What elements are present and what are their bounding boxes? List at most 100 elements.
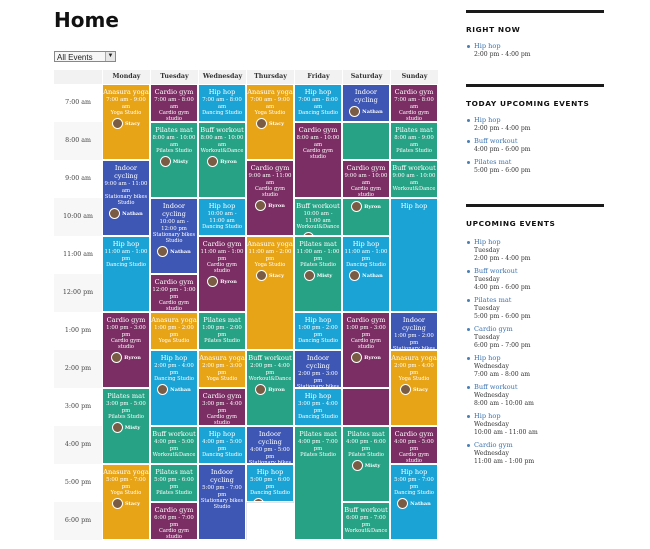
event-hours: 4:00 pm - 5:00 pm — [154, 439, 194, 452]
event-block[interactable]: Cardio gym 7:00 am - 8:00 am Cardio gym st… — [390, 84, 438, 122]
event-block[interactable]: Indoor cycling 4:00 pm - 5:00 pm Stationar… — [246, 426, 294, 464]
event-location: Workout&Dance — [344, 528, 388, 534]
event-block[interactable]: Hip hop 3:00 pm - 4:00 pm Dancing Studio — [294, 388, 342, 426]
event-block[interactable]: Buff workout 10:00 am - 11:00 am Workout&D… — [294, 198, 342, 236]
event-block[interactable]: Anasura yoga 7:00 am - 9:00 am Yoga Studio… — [102, 84, 150, 160]
event-block[interactable]: Cardio gym 7:00 am - 8:00 am Cardio gym st… — [150, 84, 198, 122]
event-title: Pilates mat — [347, 430, 385, 438]
event-block[interactable]: Hip hop 11:00 am - 1:00 pm Dancing Studio — [102, 236, 150, 312]
event-block[interactable]: Buff workout 6:00 pm - 7:00 pm Workout&Dan… — [342, 502, 390, 540]
event-link[interactable]: Cardio gym — [474, 441, 513, 449]
event-block[interactable]: Buff workout 4:00 pm - 5:00 pm Workout&Dan… — [150, 426, 198, 464]
event-block[interactable]: Pilates mat 4:00 pm - 6:00 pm Pilates Stud… — [342, 426, 390, 502]
trainer-avatar — [159, 156, 171, 167]
event-block[interactable]: Pilates mat 3:00 pm - 5:00 pm Pilates Stud… — [102, 388, 150, 464]
trainer-avatar — [111, 118, 123, 129]
event-block[interactable]: Cardio gym 9:00 am - 11:00 am Cardio gym s… — [246, 160, 294, 236]
event-trainer: Byron — [247, 200, 293, 211]
event-block[interactable]: Hip hop 4:00 pm - 5:00 pm Dancing Studio — [198, 426, 246, 464]
trainer-avatar — [111, 352, 123, 363]
event-block[interactable]: Cardio gym 12:00 pm - 1:00 pm Cardio gym s… — [150, 274, 198, 312]
event-link[interactable]: Hip hop — [474, 116, 501, 124]
event-block[interactable]: Pilates mat 1:00 pm - 2:00 pm Pilates Stud… — [198, 312, 246, 350]
bullet-icon — [467, 161, 470, 164]
event-location: Dancing Studio — [298, 414, 338, 420]
event-block[interactable] — [342, 122, 390, 160]
event-link[interactable]: Hip hop — [474, 238, 501, 246]
event-block[interactable]: Pilates mat 11:00 am - 1:00 pm Pilates Stu… — [294, 236, 342, 312]
timetable: Monday Tuesday Wednesday Thursday Friday Satu… — [54, 70, 438, 540]
event-link[interactable]: Hip hop — [474, 42, 501, 50]
time-label: 5:00 pm — [54, 464, 102, 502]
event-trainer: Byron — [199, 156, 245, 167]
trainer-avatar — [109, 208, 121, 219]
event-block[interactable]: Buff workout 8:00 am - 10:00 am Workout&Da… — [198, 122, 246, 198]
event-title: Indoor cycling — [306, 354, 330, 370]
chevron-down-icon[interactable]: ▼ — [105, 52, 115, 61]
event-link[interactable]: Hip hop — [474, 412, 501, 420]
event-location: Cardio gym studio — [111, 338, 141, 350]
event-block[interactable]: Indoor cycling Nathan — [342, 84, 390, 122]
event-block[interactable]: Cardio gym 3:00 pm - 4:00 pm Cardio gym st… — [198, 388, 246, 426]
event-block[interactable]: Pilates mat 8:00 am - 9:00 am Pilates Stud… — [390, 122, 438, 160]
event-time: 5:00 pm - 6:00 pm — [474, 167, 531, 174]
events-filter-select[interactable]: All Events ▼ — [54, 51, 116, 62]
event-location: Dancing Studio — [202, 110, 242, 116]
event-block[interactable]: Hip hop 7:00 am - 8:00 am Dancing Studio — [294, 84, 342, 122]
event-link[interactable]: Buff workout — [474, 383, 518, 391]
event-title: Buff workout — [344, 506, 388, 514]
event-time: 4:00 pm - 6:00 pm — [474, 284, 531, 291]
event-link[interactable]: Pilates mat — [474, 296, 512, 304]
event-location: Cardio gym studio — [399, 110, 429, 122]
event-block[interactable]: Pilates mat 4:00 pm - 7:00 pm Pilates Stud… — [294, 426, 342, 540]
event-block[interactable]: Hip hop 10:00 am - 11:00 am Dancing Studio — [198, 198, 246, 236]
event-block[interactable]: Anasura yoga 1:00 pm - 2:00 pm Yoga Studio — [150, 312, 198, 350]
event-location: Dancing Studio — [394, 490, 434, 496]
event-location: Pilates Studio — [156, 490, 192, 496]
event-hours: 2:00 pm - 4:00 pm — [154, 363, 194, 376]
event-title: Buff workout — [152, 430, 196, 438]
event-link[interactable]: Cardio gym — [474, 325, 513, 333]
event-block[interactable]: Hip hop — [390, 198, 438, 312]
event-location: Dancing Studio — [250, 490, 290, 496]
event-block[interactable]: Hip hop 2:00 pm - 4:00 pm Dancing Studio Na… — [150, 350, 198, 426]
event-block[interactable]: Buff workout 2:00 pm - 4:00 pm Workout&Dan… — [246, 350, 294, 426]
trainer-avatar — [303, 270, 315, 281]
event-block[interactable]: Anasura yoga 11:00 am - 2:00 pm Yoga Studi… — [246, 236, 294, 350]
event-block[interactable]: Anasura yoga 7:00 am - 9:00 am Yoga Studio… — [246, 84, 294, 160]
event-block[interactable]: Anasura yoga 2:00 pm - 3:00 pm Yoga Studio — [198, 350, 246, 388]
event-block[interactable]: Hip hop 11:00 am - 1:00 pm Dancing Studio N… — [342, 236, 390, 312]
event-block[interactable]: Pilates mat 8:00 am - 10:00 am Pilates Stu… — [150, 122, 198, 198]
event-block[interactable]: Cardio gym 1:00 pm - 3:00 pm Cardio gym st… — [102, 312, 150, 388]
event-block[interactable]: Cardio gym 4:00 pm - 5:00 pm Cardio gym st… — [390, 426, 438, 464]
event-block[interactable]: Indoor cycling 2:00 pm - 3:00 pm Stationar… — [294, 350, 342, 388]
event-trainer: Nathan — [391, 498, 437, 509]
event-title: Anasura yoga — [391, 354, 437, 362]
event-block[interactable]: Pilates mat 5:00 pm - 6:00 pm Pilates Stud… — [150, 464, 198, 502]
event-block[interactable]: Anasura yoga 5:00 pm - 7:00 pm Yoga Studio… — [102, 464, 150, 540]
event-link[interactable]: Hip hop — [474, 354, 501, 362]
event-block[interactable]: Indoor cycling 9:00 am - 11:00 am Stationa… — [102, 160, 150, 236]
event-block[interactable]: Indoor cycling 1:00 pm - 2:00 pm Stationar… — [390, 312, 438, 350]
event-block[interactable]: Indoor cycling 10:00 am - 12:00 pm Station… — [150, 198, 198, 274]
event-block[interactable]: Cardio gym 9:00 am - 10:00 am Cardio gym s… — [342, 160, 390, 198]
event-location: Cardio gym studio — [159, 110, 189, 122]
event-hours: 7:00 am - 8:00 am — [154, 97, 194, 110]
event-list-item: Buff workout Wednesday 8:00 am - 10:00 am — [466, 383, 604, 408]
event-block[interactable]: Buff workout 9:00 am - 10:00 am Workout&Da… — [390, 160, 438, 198]
event-block[interactable]: Cardio gym 1:00 pm - 3:00 pm Cardio gym st… — [342, 312, 390, 388]
event-block[interactable] — [342, 388, 390, 426]
event-block[interactable]: Byron — [342, 198, 390, 236]
event-link[interactable]: Buff workout — [474, 267, 518, 275]
event-link[interactable]: Buff workout — [474, 137, 518, 145]
event-block[interactable]: Hip hop 1:00 pm - 2:00 pm Dancing Studio — [294, 312, 342, 350]
event-block[interactable]: Cardio gym 6:00 pm - 7:00 pm Cardio gym st… — [150, 502, 198, 540]
event-block[interactable]: Cardio gym 11:00 am - 1:00 pm Cardio gym s… — [198, 236, 246, 312]
event-block[interactable]: Anasura yoga 2:00 pm - 4:00 pm Yoga Studio… — [390, 350, 438, 426]
event-block[interactable]: Hip hop 7:00 am - 8:00 am Dancing Studio — [198, 84, 246, 122]
event-block[interactable]: Hip hop 5:00 pm - 7:00 pm Dancing Studio Na… — [390, 464, 438, 540]
event-link[interactable]: Pilates mat — [474, 158, 512, 166]
event-block[interactable]: Indoor cycling 5:00 pm - 7:00 pm Stationar… — [198, 464, 246, 540]
event-block[interactable]: Cardio gym 8:00 am - 10:00 am Cardio gym s… — [294, 122, 342, 198]
